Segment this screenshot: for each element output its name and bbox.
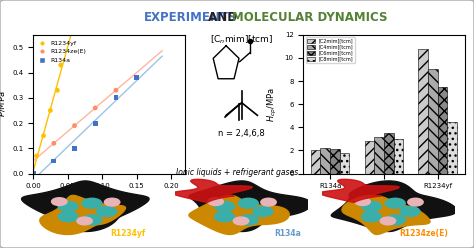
Bar [330,149,340,174]
Circle shape [104,198,120,206]
Point [29,172,37,176]
Point [71,124,78,128]
Circle shape [380,217,396,225]
Point [50,141,58,145]
Polygon shape [21,181,149,231]
Circle shape [215,201,235,212]
Point [33,154,40,158]
Y-axis label: $H_{cp}$/MPa: $H_{cp}$/MPa [266,87,279,122]
Text: R134a: R134a [274,229,301,238]
Bar [419,49,428,174]
Text: EXPERIMENTS: EXPERIMENTS [144,11,238,24]
Text: [C$_n$mim][tcm]: [C$_n$mim][tcm] [210,33,273,46]
Legend: [C2mim][tcm], [C4mim][tcm], [C6mim][tcm], [C8mim][tcm]: [C2mim][tcm], [C4mim][tcm], [C6mim][tcm]… [306,37,355,63]
Bar [428,69,438,174]
Circle shape [385,215,405,225]
Text: Ionic liquids + refrigerant gases: Ionic liquids + refrigerant gases [176,168,298,177]
Polygon shape [320,179,399,202]
Polygon shape [189,181,311,231]
Bar [320,148,330,174]
Circle shape [82,198,102,208]
Circle shape [400,207,420,217]
Circle shape [82,215,102,225]
Circle shape [261,198,276,206]
Circle shape [58,212,78,222]
Text: MOLECULAR DYNAMICS: MOLECULAR DYNAMICS [231,11,387,24]
Text: R1234yf: R1234yf [110,229,145,238]
Point [91,106,99,110]
Point [91,121,99,125]
Bar [310,151,320,174]
Point [57,63,64,67]
Circle shape [77,217,92,225]
Point [112,88,120,92]
Circle shape [58,201,78,212]
Circle shape [408,198,423,206]
Circle shape [233,217,249,225]
Bar [393,139,403,174]
Polygon shape [342,195,430,234]
Circle shape [362,212,382,222]
Bar [384,133,393,174]
Point [71,146,78,150]
Circle shape [238,215,258,225]
X-axis label: $x_{Refrigerant}$: $x_{Refrigerant}$ [89,195,129,206]
Polygon shape [189,195,289,234]
Legend: R1234yf, R1234ze(E), R134a: R1234yf, R1234ze(E), R134a [36,38,89,65]
Bar [447,122,457,174]
Circle shape [385,198,405,208]
Circle shape [97,207,117,217]
Bar [438,87,447,174]
Text: R1234ze(E): R1234ze(E) [400,229,448,238]
Point [112,96,120,100]
Circle shape [208,198,223,206]
Point [50,159,58,163]
Point [133,76,140,80]
Circle shape [238,198,258,208]
Polygon shape [40,195,126,234]
Circle shape [215,212,235,222]
Point [46,108,54,112]
Circle shape [52,198,67,206]
Bar [340,153,349,174]
Point [54,88,61,92]
Circle shape [362,201,382,212]
Polygon shape [173,179,252,202]
Bar [365,141,374,174]
Circle shape [253,207,273,217]
Point [40,134,47,138]
Circle shape [355,198,370,206]
Y-axis label: $P$/MPa: $P$/MPa [0,91,7,117]
Bar [374,137,384,174]
Text: AND: AND [204,11,241,24]
Text: n = 2,4,6,8: n = 2,4,6,8 [219,129,265,138]
Polygon shape [331,181,456,231]
